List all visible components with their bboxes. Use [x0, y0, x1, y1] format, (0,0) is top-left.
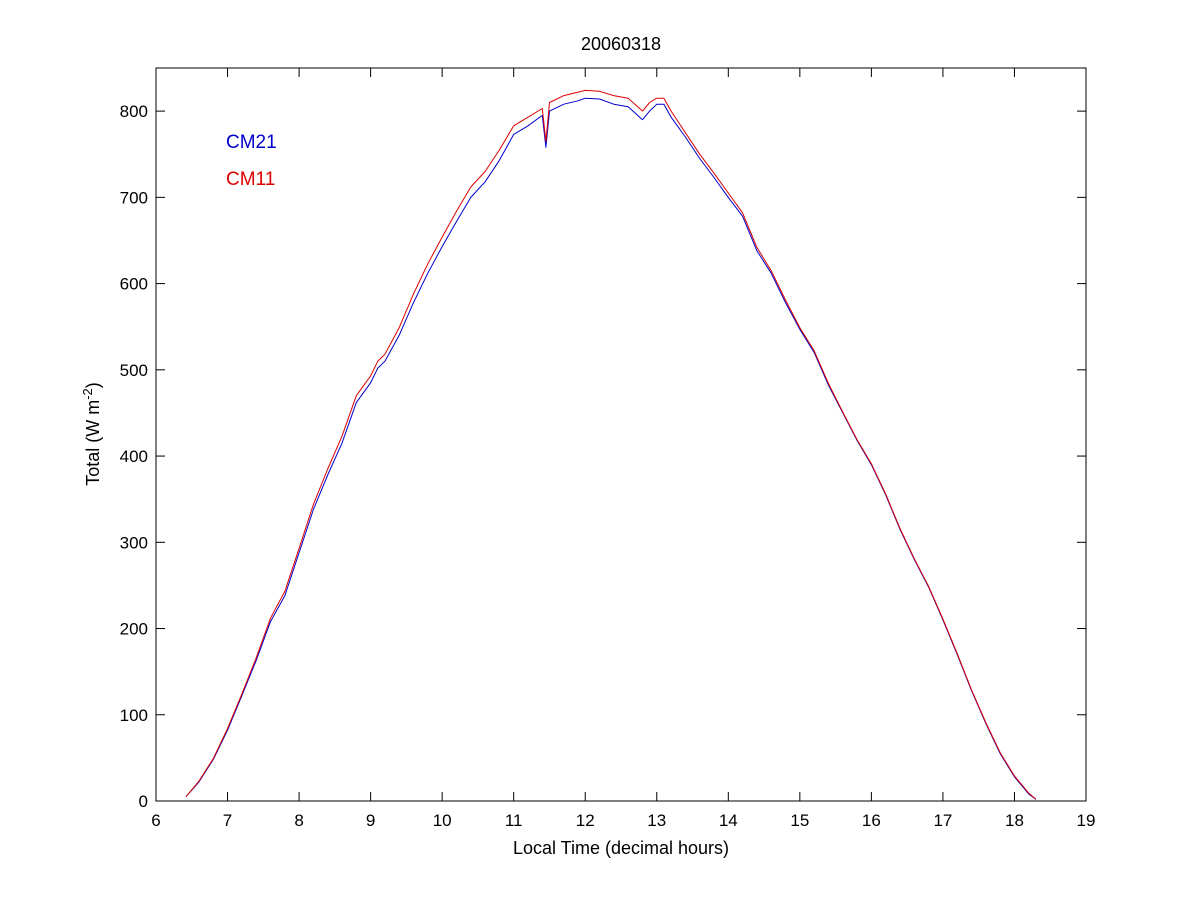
y-tick-label: 0	[139, 792, 148, 811]
legend-entry-cm11: CM11	[226, 169, 275, 190]
x-tick-label: 11	[505, 811, 523, 830]
y-tick-label: 700	[120, 188, 148, 207]
x-tick-label: 13	[647, 811, 666, 830]
x-tick-label: 7	[223, 811, 232, 830]
y-tick-label: 600	[120, 275, 148, 294]
series-line-cm11	[185, 89, 1037, 800]
plot-area	[155, 67, 1087, 802]
x-tick-label: 14	[719, 811, 738, 830]
legend-entry-cm21: CM21	[226, 132, 277, 153]
y-tick-label: 300	[120, 533, 148, 552]
y-axis-title-main: Total (W m	[83, 400, 103, 486]
x-tick-label: 12	[576, 811, 595, 830]
y-axis-title: Total (W m-2)	[80, 382, 103, 486]
x-tick-label: 9	[366, 811, 375, 830]
x-tick-label: 8	[294, 811, 303, 830]
series-lines	[185, 89, 1037, 800]
x-axis-title: Local Time (decimal hours)	[513, 838, 729, 858]
x-tick-label: 6	[151, 811, 160, 830]
y-tick-label: 100	[120, 706, 148, 725]
legend: CM21 CM11	[226, 132, 277, 190]
y-tick-label: 400	[120, 447, 148, 466]
y-axis-title-close: )	[83, 382, 103, 388]
chart-title: 20060318	[581, 34, 661, 54]
y-axis-title-exponent: -2	[80, 388, 95, 400]
x-tick-label: 16	[862, 811, 881, 830]
x-tick-label: 10	[433, 811, 452, 830]
x-tick-label: 19	[1077, 811, 1096, 830]
y-axis: 0 100 200 300 400 500 600 700 800	[120, 102, 1086, 811]
x-tick-label: 17	[933, 811, 952, 830]
x-tick-label: 15	[790, 811, 809, 830]
y-tick-label: 200	[120, 620, 148, 639]
x-tick-label: 18	[1005, 811, 1024, 830]
y-tick-label: 500	[120, 361, 148, 380]
x-axis: 6 7 8 9 10 11 12 13 14 15 16 17 18 19	[151, 68, 1095, 830]
y-tick-label: 800	[120, 102, 148, 121]
